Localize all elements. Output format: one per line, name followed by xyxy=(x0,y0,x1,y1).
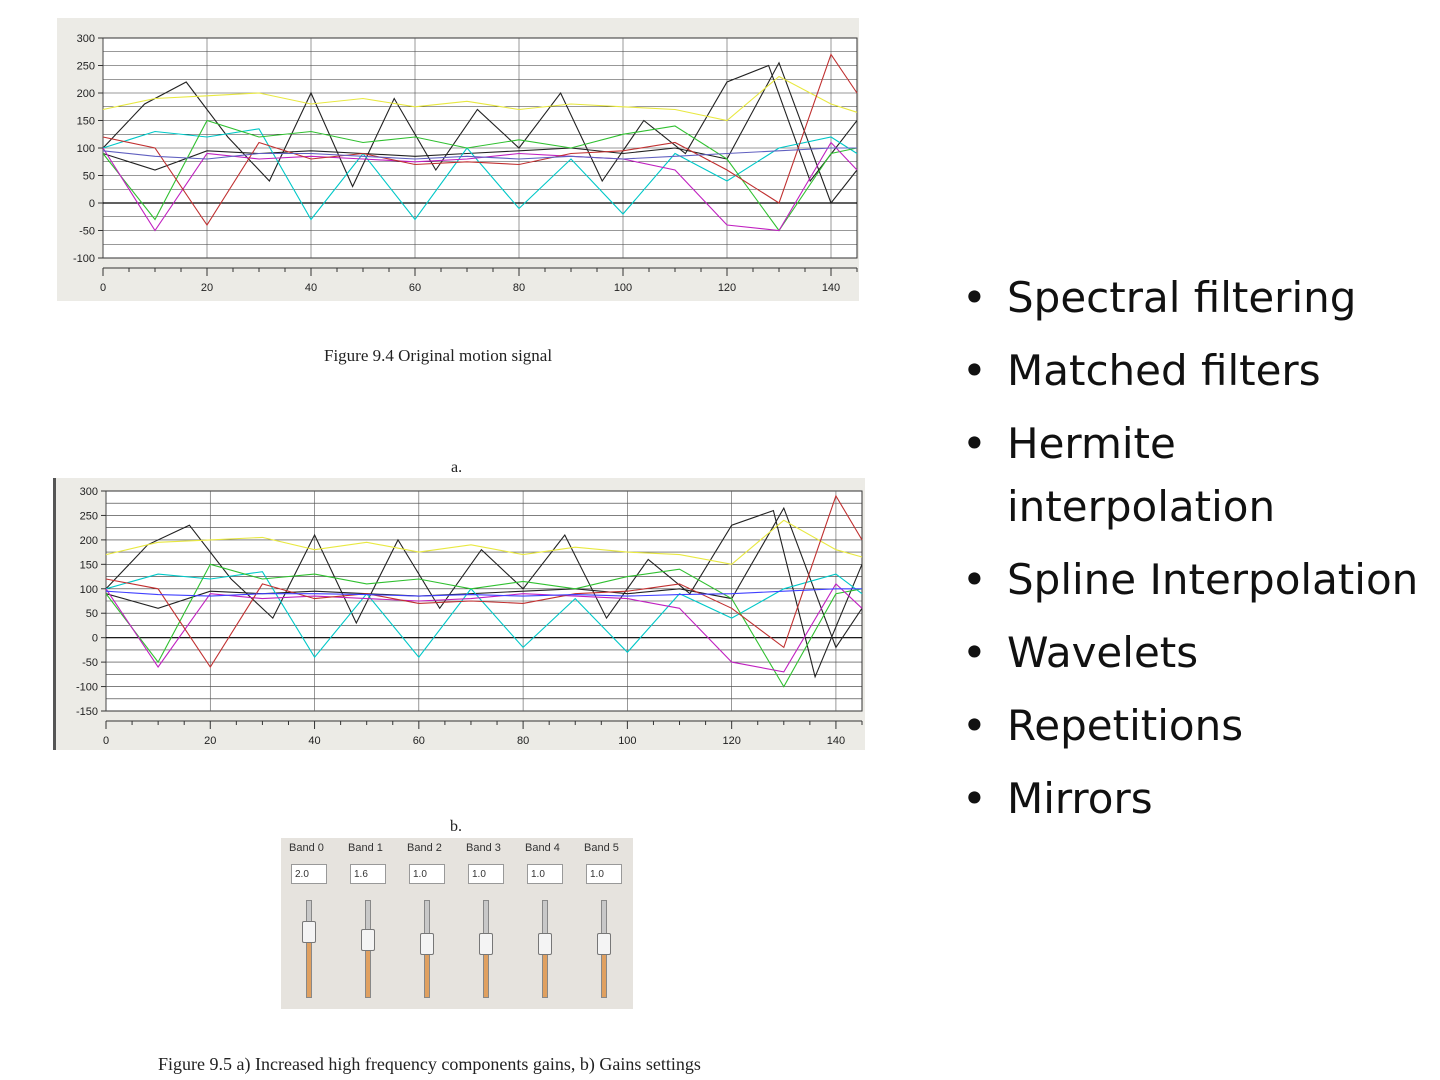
x-tick-label: 120 xyxy=(722,735,740,747)
figure-9-5-caption: Figure 9.5 a) Increased high frequency c… xyxy=(158,1054,701,1074)
y-tick-label: -50 xyxy=(82,657,98,669)
x-tick-label: 40 xyxy=(308,735,320,747)
x-tick-label: 80 xyxy=(517,735,529,747)
series-line xyxy=(105,563,863,688)
x-tick-label: 120 xyxy=(718,282,736,294)
band-5: Band 5 xyxy=(576,838,628,1009)
band-2-gain-input[interactable] xyxy=(409,864,445,884)
x-tick-label: 60 xyxy=(413,735,425,747)
bullet-item: Repetitions xyxy=(962,694,1422,757)
x-tick-label: 60 xyxy=(409,282,421,294)
band-label: Band 3 xyxy=(466,842,501,854)
y-tick-label: -150 xyxy=(76,706,98,718)
series-line xyxy=(105,506,863,649)
y-tick-label: 150 xyxy=(77,116,95,128)
label-b: b. xyxy=(450,818,462,835)
band-1: Band 1 xyxy=(340,838,392,1009)
chart-svg: 300 250 200 150 100 50 0 -50 -100 -150 0 20 40 60 80 10… xyxy=(76,486,863,747)
y-tick-label: 50 xyxy=(83,171,95,183)
technique-bullet-list: Spectral filtering Matched filters Hermi… xyxy=(962,266,1422,840)
band-1-gain-input[interactable] xyxy=(350,864,386,884)
y-tick-label: 0 xyxy=(89,198,95,210)
band-0-gain-input[interactable] xyxy=(291,864,327,884)
x-tick-label: 100 xyxy=(614,282,632,294)
series-line xyxy=(102,147,857,160)
band-0: Band 0 xyxy=(281,838,333,1009)
label-a: a. xyxy=(451,459,463,476)
band-5-slider-thumb[interactable] xyxy=(597,933,611,956)
band-label: Band 5 xyxy=(584,842,619,854)
x-tick-label: 0 xyxy=(100,282,106,294)
original-motion-chart: 300 250 200 150 100 50 0 -50 -100 0 20 40 60 80 100 120… xyxy=(57,18,859,301)
series-line xyxy=(105,571,863,659)
gains-settings-panel: Band 0 Band 1 Band 2 Band 3 Band 4 Band … xyxy=(281,838,633,1009)
series-line xyxy=(105,509,863,679)
y-tick-label: 100 xyxy=(77,143,95,155)
x-tick-label: 140 xyxy=(827,735,845,747)
series-line xyxy=(102,75,858,122)
bullet-item: Mirrors xyxy=(962,767,1422,830)
band-label: Band 4 xyxy=(525,842,560,854)
bullet-item: Spline Interpolation xyxy=(962,548,1422,611)
band-5-gain-input[interactable] xyxy=(586,864,622,884)
band-2: Band 2 xyxy=(399,838,451,1009)
x-tick-label: 20 xyxy=(201,282,213,294)
band-label: Band 0 xyxy=(289,842,324,854)
series-line xyxy=(105,494,863,669)
band-0-slider[interactable] xyxy=(306,900,312,998)
y-tick-label: 150 xyxy=(80,559,98,571)
y-tick-label: -50 xyxy=(79,226,95,238)
x-tick-label: 40 xyxy=(305,282,317,294)
band-2-slider-thumb[interactable] xyxy=(420,933,434,956)
figure-9-4-caption: Figure 9.4 Original motion signal xyxy=(324,346,553,365)
series-line xyxy=(105,519,863,565)
series-line xyxy=(105,583,863,673)
band-3: Band 3 xyxy=(458,838,510,1009)
y-tick-label: 300 xyxy=(77,33,95,45)
band-1-slider-thumb[interactable] xyxy=(361,928,375,951)
band-3-slider-thumb[interactable] xyxy=(479,933,493,956)
y-tick-label: -100 xyxy=(73,253,95,265)
y-tick-label: 50 xyxy=(86,608,98,620)
series-line xyxy=(105,588,862,597)
band-0-slider-thumb[interactable] xyxy=(302,921,316,944)
y-tick-label: 250 xyxy=(77,61,95,73)
y-tick-label: 100 xyxy=(80,584,98,596)
bullet-item: Matched filters xyxy=(962,339,1422,402)
band-4: Band 4 xyxy=(517,838,569,1009)
y-tick-label: 300 xyxy=(80,486,98,498)
chart-svg: 300 250 200 150 100 50 0 -50 -100 0 20 40 60 80 100 120… xyxy=(73,33,858,294)
band-4-slider-thumb[interactable] xyxy=(538,933,552,956)
bullet-item: Spectral filtering xyxy=(962,266,1422,329)
band-label: Band 2 xyxy=(407,842,442,854)
series-line xyxy=(102,64,858,188)
band-label: Band 1 xyxy=(348,842,383,854)
bullet-item: Hermite interpolation xyxy=(962,412,1422,538)
y-tick-label: 250 xyxy=(80,510,98,522)
x-tick-label: 0 xyxy=(103,735,109,747)
band-4-gain-input[interactable] xyxy=(527,864,563,884)
x-tick-label: 100 xyxy=(618,735,636,747)
bullet-item: Wavelets xyxy=(962,621,1422,684)
x-tick-label: 80 xyxy=(513,282,525,294)
series-line xyxy=(102,119,858,232)
x-tick-label: 140 xyxy=(822,282,840,294)
series-line xyxy=(102,61,858,205)
y-tick-label: 200 xyxy=(77,88,95,100)
band-3-gain-input[interactable] xyxy=(468,864,504,884)
y-tick-label: -100 xyxy=(76,682,98,694)
y-tick-label: 200 xyxy=(80,535,98,547)
x-tick-label: 20 xyxy=(204,735,216,747)
increased-gain-chart: 300 250 200 150 100 50 0 -50 -100 -150 0 20 40 60 80 10… xyxy=(53,478,865,750)
y-tick-label: 0 xyxy=(92,633,98,645)
series-line xyxy=(102,128,858,221)
series-line xyxy=(102,53,858,227)
